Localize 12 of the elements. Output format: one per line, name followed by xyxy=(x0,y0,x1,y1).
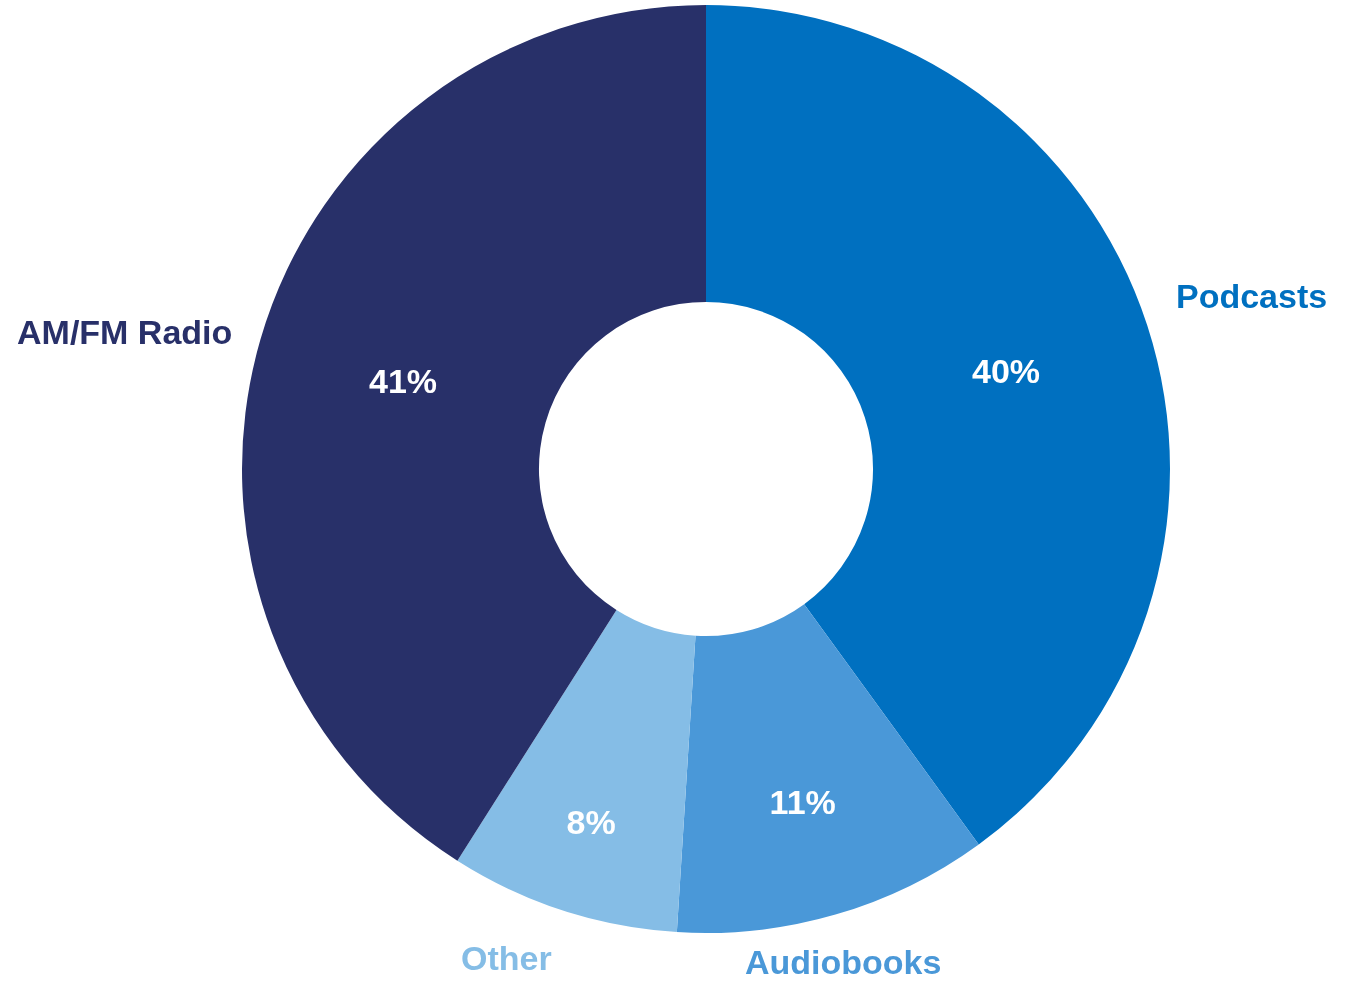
data-label: 41% xyxy=(368,361,438,400)
data-label: 8% xyxy=(566,803,616,842)
data-label: 11% xyxy=(769,782,836,821)
donut-slice xyxy=(676,604,979,933)
slice-label: Audiobooks xyxy=(745,943,942,981)
donut-slice xyxy=(457,610,696,933)
slice-label: Other xyxy=(461,939,552,977)
slice-label: Podcasts xyxy=(1176,277,1328,315)
donut-slice xyxy=(242,5,706,861)
donut-slice xyxy=(706,5,1170,845)
slice-label: AM/FM Radio xyxy=(17,313,233,351)
data-label: 40% xyxy=(972,352,1041,391)
